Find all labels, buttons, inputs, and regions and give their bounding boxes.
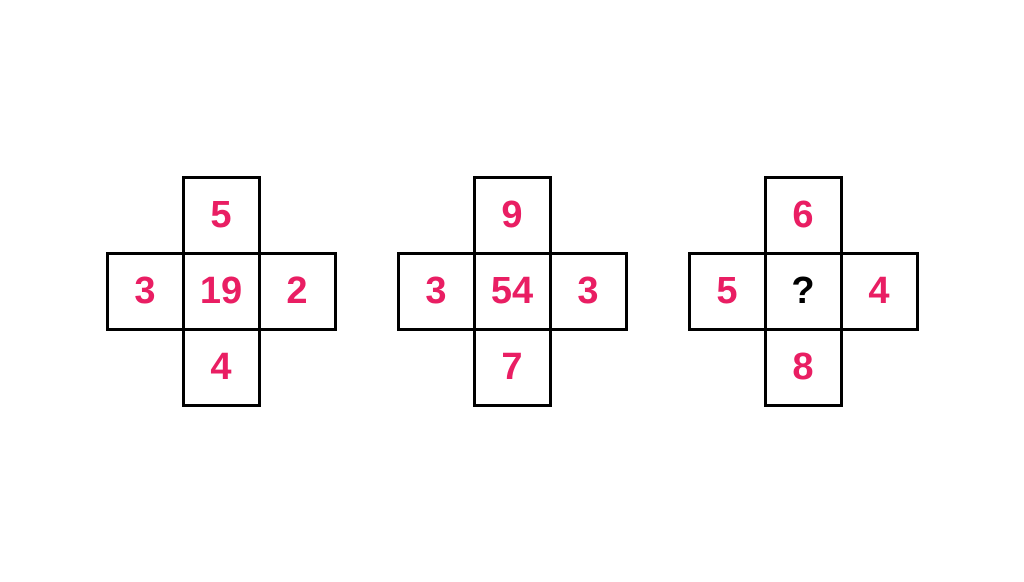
cell-center: ? <box>764 252 843 331</box>
cell-center: 54 <box>473 252 552 331</box>
spacer <box>258 176 337 255</box>
cell-left: 5 <box>688 252 767 331</box>
cell-bottom: 8 <box>764 328 843 407</box>
value-right: 2 <box>286 270 307 313</box>
cell-top: 6 <box>764 176 843 255</box>
spacer <box>397 328 476 407</box>
spacer <box>840 176 919 255</box>
value-center: 54 <box>491 270 533 313</box>
value-left: 3 <box>134 270 155 313</box>
value-left: 3 <box>425 270 446 313</box>
value-bottom: 8 <box>792 346 813 389</box>
value-right: 3 <box>577 270 598 313</box>
cell-left: 3 <box>106 252 185 331</box>
cell-right: 2 <box>258 252 337 331</box>
spacer <box>688 328 767 407</box>
spacer <box>397 176 476 255</box>
spacer <box>106 328 185 407</box>
puzzle-2: 9 3 54 3 7 <box>398 177 626 405</box>
spacer <box>688 176 767 255</box>
spacer <box>840 328 919 407</box>
value-center: 19 <box>200 270 242 313</box>
value-top: 9 <box>501 194 522 237</box>
cell-left: 3 <box>397 252 476 331</box>
cell-bottom: 7 <box>473 328 552 407</box>
puzzle-3: 6 5 ? 4 8 <box>689 177 917 405</box>
cell-center: 19 <box>182 252 261 331</box>
spacer <box>258 328 337 407</box>
cell-top: 9 <box>473 176 552 255</box>
puzzle-1: 5 3 19 2 4 <box>107 177 335 405</box>
spacer <box>106 176 185 255</box>
value-bottom: 4 <box>210 346 231 389</box>
value-bottom: 7 <box>501 346 522 389</box>
cell-top: 5 <box>182 176 261 255</box>
cell-bottom: 4 <box>182 328 261 407</box>
cell-right: 4 <box>840 252 919 331</box>
value-right: 4 <box>868 270 889 313</box>
cell-right: 3 <box>549 252 628 331</box>
value-left: 5 <box>716 270 737 313</box>
value-top: 5 <box>210 194 231 237</box>
spacer <box>549 328 628 407</box>
value-top: 6 <box>792 194 813 237</box>
spacer <box>549 176 628 255</box>
value-center: ? <box>791 270 814 313</box>
